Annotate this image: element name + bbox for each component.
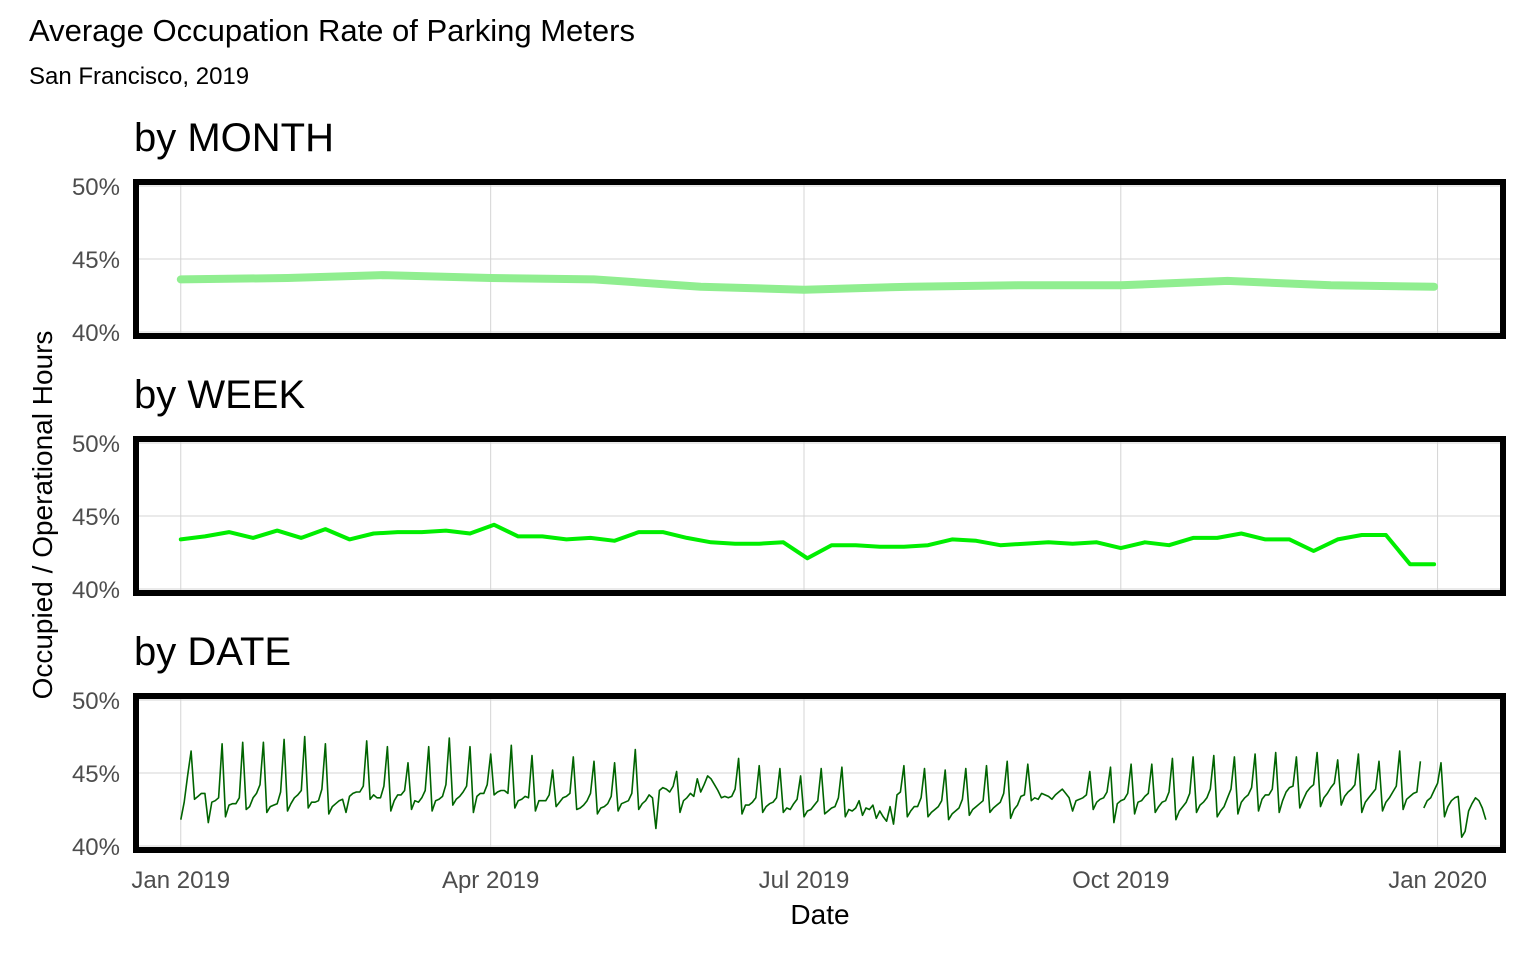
series-line — [180, 735, 1487, 838]
series-line — [178, 522, 1437, 567]
panel-1: by MONTH 40% 45% 50% — [72, 116, 1506, 347]
y-tick-label: 50% — [72, 431, 120, 458]
y-tick-label: 40% — [72, 320, 120, 347]
panel-title: by WEEK — [134, 373, 305, 417]
chart-subtitle: San Francisco, 2019 — [29, 63, 249, 90]
x-axis: Jan 2019 Apr 2019 Jul 2019 Oct 2019 Jan 2020 — [131, 867, 1487, 894]
panel-title: by MONTH — [134, 116, 334, 160]
panel-2: by WEEK 40% 45% 50% — [72, 373, 1506, 604]
y-tick-label: 40% — [72, 577, 120, 604]
chart-title: Average Occupation Rate of Parking Meter… — [29, 13, 635, 48]
x-tick-label: Apr 2019 — [442, 867, 539, 894]
x-tick-label: Jan 2020 — [1388, 867, 1487, 894]
x-axis-label: Date — [790, 899, 849, 930]
y-axis-label: Occupied / Operational Hours — [27, 331, 58, 700]
panel-3: by DATE 40% 45% 50% — [72, 630, 1506, 861]
panel-frame — [133, 179, 1506, 339]
y-tick-label: 45% — [72, 504, 120, 531]
panel-frame — [133, 436, 1506, 596]
x-tick-label: Oct 2019 — [1072, 867, 1169, 894]
y-tick-label: 40% — [72, 834, 120, 861]
y-tick-label: 45% — [72, 761, 120, 788]
y-tick-label: 50% — [72, 688, 120, 715]
panel-frame — [133, 693, 1506, 853]
series-line — [176, 271, 1439, 294]
x-tick-label: Jan 2019 — [131, 867, 230, 894]
y-tick-label: 45% — [72, 247, 120, 274]
panel-title: by DATE — [134, 630, 291, 674]
x-tick-label: Jul 2019 — [759, 867, 850, 894]
y-tick-label: 50% — [72, 174, 120, 201]
